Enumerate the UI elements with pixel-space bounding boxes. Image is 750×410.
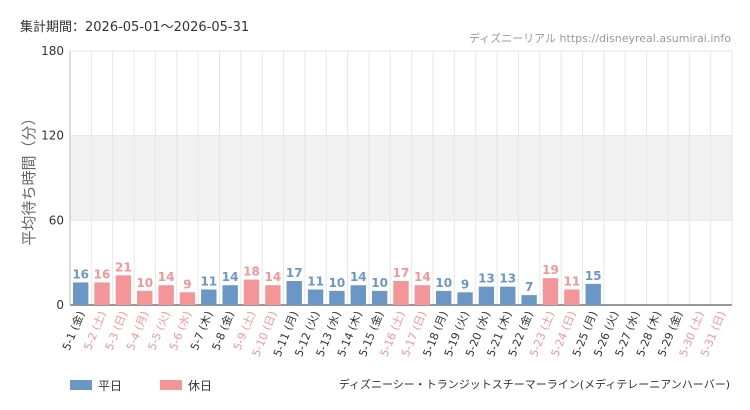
bar-value-label: 17: [286, 266, 303, 280]
bar-value-label: 10: [136, 276, 153, 290]
bar: [478, 286, 495, 305]
bar: [137, 290, 153, 305]
bar-value-label: 14: [222, 270, 239, 284]
bar: [414, 285, 431, 305]
bar: [436, 290, 452, 305]
bar: [457, 292, 473, 305]
y-tick-label: 180: [41, 44, 64, 58]
bar-value-label: 14: [350, 270, 367, 284]
bar: [329, 290, 345, 305]
bar: [115, 275, 132, 305]
y-tick-label: 0: [56, 298, 64, 312]
bar-value-label: 15: [585, 269, 602, 283]
site-credit: ディズニーリアル https://disneyreal.asumirai.inf…: [468, 32, 731, 45]
bar: [564, 289, 580, 305]
bar-value-label: 9: [183, 277, 191, 291]
bar: [393, 281, 409, 305]
period-range: 2026-05-01～2026-05-31: [85, 20, 250, 35]
y-tick-label: 60: [49, 213, 64, 227]
legend-label-weekday: 平日: [98, 379, 122, 393]
bar-value-label: 14: [158, 270, 175, 284]
bar: [94, 282, 110, 305]
bar-value-label: 16: [94, 267, 111, 281]
bar-value-label: 10: [329, 276, 346, 290]
bar: [201, 289, 217, 305]
bar: [158, 285, 174, 305]
bar-value-label: 13: [499, 272, 516, 286]
y-band: [70, 135, 732, 221]
bar: [179, 292, 196, 305]
bar-value-label: 9: [461, 277, 469, 291]
bar-value-label: 18: [243, 265, 260, 279]
y-axis-title: 平均待ち時間（分）: [20, 110, 38, 245]
bar: [350, 285, 366, 305]
bar: [521, 295, 537, 305]
bar-value-label: 14: [414, 270, 431, 284]
bar: [585, 283, 601, 305]
bar-value-label: 11: [200, 274, 217, 288]
period-text: 集計期間：2026-05-01～2026-05-31: [20, 16, 249, 35]
bar-value-label: 17: [393, 266, 410, 280]
bar: [243, 279, 260, 305]
bar-value-label: 10: [371, 276, 388, 290]
bar-value-label: 16: [72, 267, 89, 281]
bar: [72, 282, 89, 305]
bar-value-label: 14: [265, 270, 282, 284]
bar: [222, 285, 238, 305]
bar-value-label: 11: [307, 274, 324, 288]
bar: [371, 290, 388, 305]
bar: [542, 278, 559, 305]
y-tick-label: 120: [41, 129, 64, 143]
period-label: 集計期間：: [20, 20, 86, 35]
bar-value-label: 11: [563, 274, 580, 288]
bar: [307, 289, 324, 305]
bar-value-label: 13: [478, 272, 495, 286]
bar-value-label: 21: [115, 260, 132, 274]
bar-value-label: 19: [542, 263, 559, 277]
attraction-name: ディズニーシー・トランジットスチーマーライン(メディテレーニアンハーバー): [338, 378, 730, 391]
legend-label-holiday: 休日: [188, 379, 212, 393]
bar-value-label: 7: [525, 280, 533, 294]
bar: [286, 281, 302, 305]
legend-swatch-weekday: [70, 380, 92, 390]
bar-value-label: 10: [435, 276, 452, 290]
bar: [265, 285, 281, 305]
bar: [500, 286, 516, 305]
legend-swatch-holiday: [160, 380, 182, 390]
